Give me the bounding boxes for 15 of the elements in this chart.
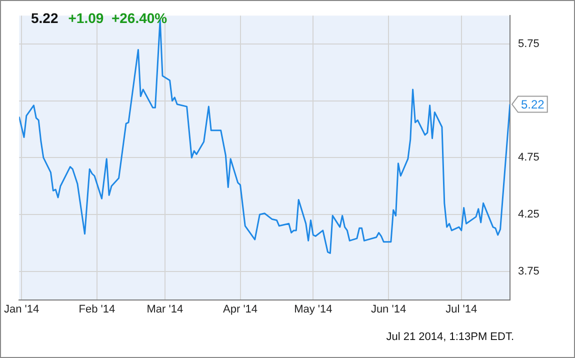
text: Jul 21 2014, 1:13PM EDT.	[386, 331, 514, 343]
y-tick-label: 4.25	[518, 208, 540, 221]
annotation: 5.22	[521, 98, 545, 112]
x-tick-label: Jun '14	[370, 303, 406, 316]
x-tick-label: Feb '14	[78, 303, 116, 316]
y-tick-label: 3.75	[518, 265, 540, 278]
x-tick-label: Jan '14	[4, 303, 40, 316]
x-tick-label: Mar '14	[146, 303, 184, 316]
x-tick-label: Apr '14	[223, 303, 258, 316]
chart-subtitle: +1.09 +26.40%	[68, 10, 168, 26]
y-tick-label: 5.75	[518, 38, 540, 50]
y-tick-label: 4.75	[518, 152, 540, 164]
x-tick-label: Jul '14	[446, 303, 478, 316]
x-tick-label: May '14	[294, 303, 332, 316]
chart-title: 5.22	[31, 10, 58, 26]
